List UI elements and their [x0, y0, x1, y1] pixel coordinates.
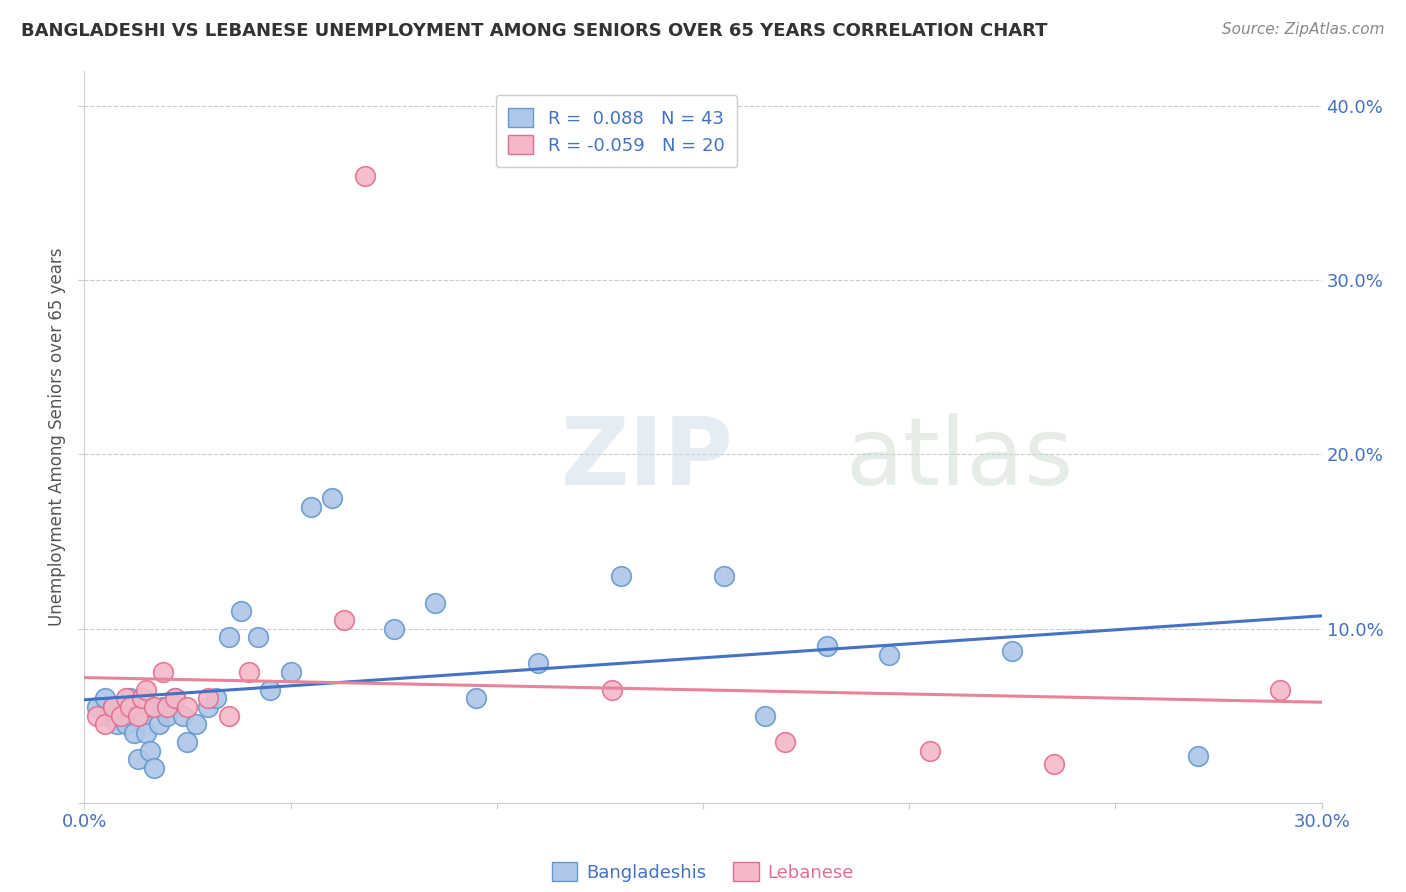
Point: [609, 569, 631, 583]
Point: [86, 708, 108, 723]
Point: [103, 700, 125, 714]
Point: [135, 682, 157, 697]
Point: [713, 569, 735, 583]
Point: [122, 726, 145, 740]
Point: [259, 682, 281, 697]
Point: [139, 743, 162, 757]
Point: [152, 700, 174, 714]
Point: [156, 700, 179, 714]
Point: [135, 700, 157, 714]
Point: [118, 691, 141, 706]
Point: [86, 700, 108, 714]
Point: [238, 665, 260, 680]
Y-axis label: Unemployment Among Seniors over 65 years: Unemployment Among Seniors over 65 years: [48, 248, 66, 626]
Point: [143, 700, 166, 714]
Legend: R =  0.088   N = 43, R = -0.059   N = 20: R = 0.088 N = 43, R = -0.059 N = 20: [495, 95, 737, 168]
Point: [205, 691, 228, 706]
Point: [118, 700, 141, 714]
Text: Source: ZipAtlas.com: Source: ZipAtlas.com: [1222, 22, 1385, 37]
Point: [114, 700, 136, 714]
Point: [105, 717, 128, 731]
Point: [127, 752, 149, 766]
Point: [131, 708, 153, 723]
Point: [135, 726, 157, 740]
Point: [114, 717, 136, 731]
Point: [527, 657, 550, 671]
Point: [165, 691, 187, 706]
Point: [184, 717, 207, 731]
Point: [114, 691, 136, 706]
Point: [148, 717, 170, 731]
Text: atlas: atlas: [845, 413, 1074, 505]
Point: [1042, 757, 1064, 772]
Point: [197, 700, 219, 714]
Point: [321, 491, 343, 505]
Point: [333, 613, 356, 627]
Point: [143, 761, 166, 775]
Point: [94, 691, 117, 706]
Point: [165, 691, 187, 706]
Point: [382, 622, 405, 636]
Point: [465, 691, 488, 706]
Point: [176, 735, 198, 749]
Point: [110, 708, 132, 723]
Point: [176, 700, 198, 714]
Point: [172, 708, 194, 723]
Point: [754, 708, 776, 723]
Point: [197, 691, 219, 706]
Point: [1001, 644, 1024, 658]
Point: [775, 735, 797, 749]
Point: [103, 700, 125, 714]
Point: [110, 708, 132, 723]
Point: [353, 169, 375, 183]
Text: ZIP: ZIP: [561, 413, 734, 505]
Point: [1270, 682, 1292, 697]
Point: [877, 648, 900, 662]
Point: [815, 639, 838, 653]
Point: [299, 500, 322, 514]
Point: [131, 691, 153, 706]
Point: [152, 665, 174, 680]
Point: [280, 665, 302, 680]
Point: [246, 631, 269, 645]
Point: [94, 717, 117, 731]
Point: [600, 682, 623, 697]
Point: [423, 595, 446, 609]
Point: [127, 708, 149, 723]
Point: [1187, 748, 1209, 763]
Point: [229, 604, 252, 618]
Point: [218, 631, 240, 645]
Point: [218, 708, 240, 723]
Point: [98, 708, 121, 723]
Text: BANGLADESHI VS LEBANESE UNEMPLOYMENT AMONG SENIORS OVER 65 YEARS CORRELATION CHA: BANGLADESHI VS LEBANESE UNEMPLOYMENT AMO…: [21, 22, 1047, 40]
Point: [918, 743, 941, 757]
Point: [156, 708, 179, 723]
